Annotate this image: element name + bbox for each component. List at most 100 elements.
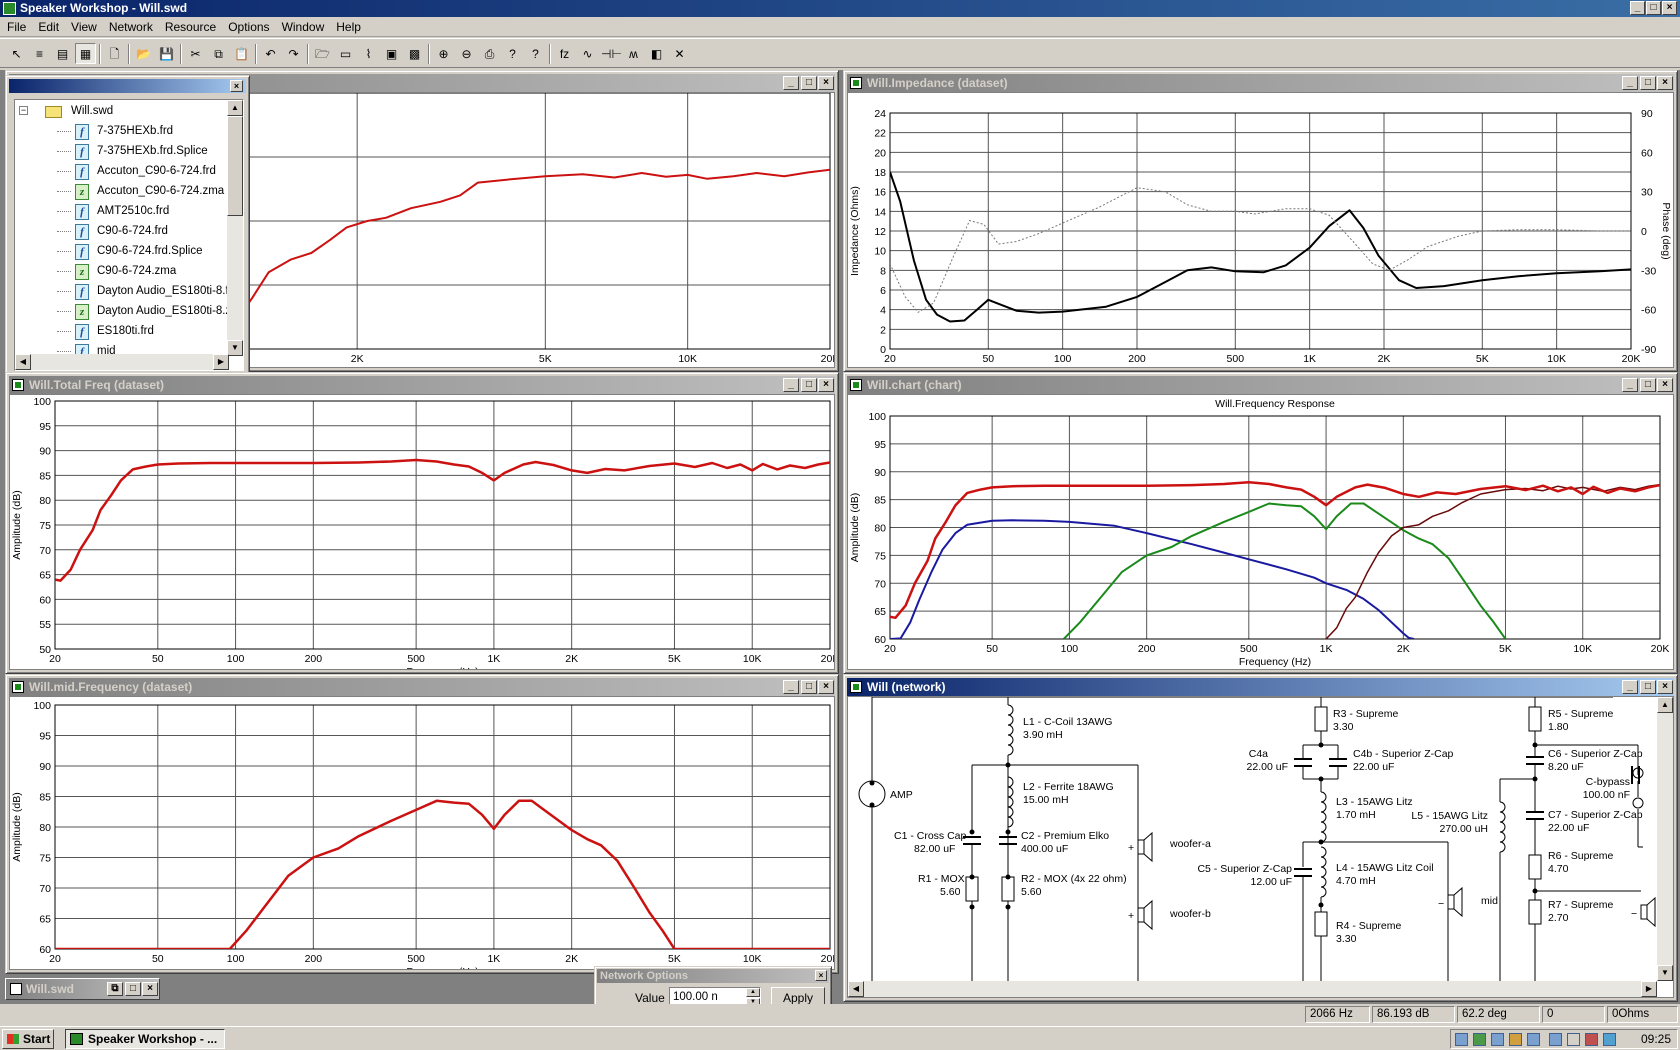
chart-icon[interactable]: ▭	[339, 47, 352, 61]
list-view-icon[interactable]: ≡	[35, 47, 43, 61]
graph-icon[interactable]: ⌇	[365, 47, 372, 61]
menu-options[interactable]: Options	[228, 20, 270, 34]
window-minimize-button[interactable]: _	[783, 378, 799, 392]
save-icon[interactable]: 💾	[159, 47, 174, 61]
speaker-icon[interactable]: ◧	[650, 47, 663, 61]
new-file-icon[interactable]: 🗋	[109, 47, 120, 61]
tray-display-icon[interactable]	[1549, 1033, 1562, 1046]
window-maximize-button[interactable]: □	[801, 76, 817, 90]
scroll-right-arrow-icon[interactable]: ▶	[1641, 981, 1657, 997]
taskbar-app-button[interactable]: Speaker Workshop - ...	[65, 1029, 225, 1049]
driver-icon[interactable]: ▩	[408, 47, 421, 61]
window-close-button[interactable]: ×	[818, 76, 834, 90]
network-horizontal-scrollbar[interactable]: ◀ ▶	[848, 981, 1657, 997]
tree-horizontal-scrollbar[interactable]: ◀ ▶	[15, 354, 229, 370]
cut-icon[interactable]: ✂	[190, 47, 201, 61]
collapse-toggle-icon[interactable]: −	[19, 105, 28, 115]
window-title-bar[interactable]: Will.Total Freq (dataset) _ □ ×	[9, 376, 835, 394]
window-close-button[interactable]: ×	[818, 378, 834, 392]
open-folder-icon[interactable]: 📂	[136, 47, 151, 61]
help-icon[interactable]: ?	[509, 47, 516, 61]
window-title-bar[interactable]: Will.Impedance (dataset) _ □ ×	[847, 74, 1674, 92]
window-close-button[interactable]: ×	[818, 680, 834, 694]
window-minimize-button[interactable]: _	[783, 680, 799, 694]
tree-title-bar[interactable]: ×	[9, 79, 246, 93]
menu-view[interactable]: View	[71, 20, 97, 34]
mid-frequency-plot[interactable]: 20 50 100 200 500 1K 2K 5K 10K 20K 60 65 70 75 80 85 90 9…	[9, 696, 835, 970]
tray-monitor-icon[interactable]	[1491, 1033, 1504, 1046]
scroll-up-arrow-icon[interactable]: ▲	[1657, 697, 1673, 713]
open-dataset-icon[interactable]: 🗁	[315, 47, 330, 61]
network-canvas[interactable]: AMP L1 - C-Coil 13AWG 3.90 mH L2 - Ferrite …	[847, 696, 1674, 998]
total-freq-window[interactable]: Will.Total Freq (dataset) _ □ × 20 50 100 2…	[5, 372, 839, 674]
mid-frequency-window[interactable]: Will.mid.Frequency (dataset) _ □ × 20 50 1…	[5, 674, 839, 974]
tray-app-icon[interactable]	[1473, 1033, 1486, 1046]
scroll-down-arrow-icon[interactable]: ▼	[227, 340, 243, 356]
project-tree-window[interactable]: × − Will.swd f 7-375HEXb.frd f 7-375HEXb.fr…	[5, 75, 250, 377]
project-tree[interactable]: − Will.swd f 7-375HEXb.frd f 7-375HEXb.frd.…	[14, 99, 244, 371]
window-minimize-button[interactable]: _	[1622, 76, 1638, 90]
zoom-in-icon[interactable]: ⊕	[438, 47, 449, 61]
window-minimize-button[interactable]: _	[1622, 680, 1638, 694]
window-maximize-button[interactable]: □	[1640, 680, 1656, 694]
minimized-window[interactable]: Will.swd ⧉ □ ×	[5, 978, 160, 1000]
menu-network[interactable]: Network	[108, 20, 153, 34]
tray-alert-icon[interactable]	[1585, 1033, 1598, 1046]
menu-file[interactable]: File	[7, 20, 27, 34]
scroll-thumb[interactable]	[227, 116, 243, 216]
capacitor-icon[interactable]: ⊣⊢	[601, 47, 622, 61]
pointer-icon[interactable]: ↖	[11, 47, 22, 61]
window-restore-button[interactable]: ⧉	[107, 982, 123, 996]
tray-update-icon[interactable]	[1603, 1033, 1616, 1046]
impedance-window[interactable]: Will.Impedance (dataset) _ □ × 20 50 100 20…	[843, 70, 1678, 372]
tree-close-button[interactable]: ×	[230, 80, 243, 92]
scroll-down-arrow-icon[interactable]: ▼	[1657, 965, 1673, 981]
tray-volume-icon[interactable]	[1567, 1033, 1580, 1046]
menu-edit[interactable]: Edit	[38, 20, 60, 34]
close-button[interactable]: ×	[1662, 1, 1677, 15]
function-icon[interactable]: fz	[559, 47, 570, 61]
spin-up-icon[interactable]: ▲	[746, 988, 760, 997]
undo-icon[interactable]: ↶	[265, 47, 276, 61]
scroll-up-arrow-icon[interactable]: ▲	[227, 100, 243, 116]
restore-button[interactable]: □	[1646, 1, 1661, 15]
tray-connection-icon[interactable]	[1527, 1033, 1540, 1046]
window-title-bar[interactable]: Will (network) _ □ ×	[847, 678, 1674, 696]
paste-icon[interactable]: 📋	[234, 47, 249, 61]
print-icon[interactable]: ⎙	[484, 47, 495, 61]
network-options-title-bar[interactable]: Network Options ×	[597, 969, 829, 983]
window-title-bar[interactable]: Will.mid.Frequency (dataset) _ □ ×	[9, 678, 835, 696]
window-title-bar[interactable]: Will.chart (chart) _ □ ×	[847, 376, 1674, 394]
resistor-icon[interactable]: ∿	[582, 47, 593, 61]
zoom-out-icon[interactable]: ⊖	[461, 47, 472, 61]
network-window[interactable]: Will (network) _ □ × AMP L1 - C-Coil 13AW…	[843, 674, 1678, 1002]
window-close-button[interactable]: ×	[1657, 680, 1673, 694]
copy-icon[interactable]: ⧉	[214, 47, 223, 61]
scroll-left-arrow-icon[interactable]: ◀	[15, 354, 31, 370]
frequency-response-plot[interactable]: 20 50 100 200 500 1K 2K 5K 10K 20K 60 65 70 75 80 85 90 9…	[847, 394, 1674, 670]
start-button[interactable]: Start	[2, 1029, 54, 1049]
tree-vertical-scrollbar[interactable]: ▲ ▼	[227, 100, 243, 356]
window-maximize-button[interactable]: □	[801, 680, 817, 694]
menu-help[interactable]: Help	[336, 20, 361, 34]
redo-icon[interactable]: ↷	[288, 47, 299, 61]
window-maximize-button[interactable]: □	[801, 378, 817, 392]
tray-network-icon[interactable]	[1455, 1033, 1468, 1046]
window-close-button[interactable]: ×	[1657, 76, 1673, 90]
menu-window[interactable]: Window	[281, 20, 325, 34]
window-minimize-button[interactable]: _	[783, 76, 799, 90]
network-icon[interactable]: ▣	[385, 47, 398, 61]
window-close-button[interactable]: ×	[142, 982, 158, 996]
network-options-close-button[interactable]: ×	[815, 970, 827, 981]
scroll-right-arrow-icon[interactable]: ▶	[213, 354, 229, 370]
inductor-icon[interactable]: ʍ	[629, 47, 638, 61]
scroll-left-arrow-icon[interactable]: ◀	[848, 981, 864, 997]
delete-icon[interactable]: ✕	[674, 47, 685, 61]
menu-resource[interactable]: Resource	[164, 20, 217, 34]
window-maximize-button[interactable]: □	[1640, 378, 1656, 392]
grid-view-icon[interactable]: ▦	[75, 43, 96, 64]
window-minimize-button[interactable]: _	[1622, 378, 1638, 392]
total-freq-plot[interactable]: 20501002005001K2K5K10K20K505560657075808…	[9, 394, 835, 670]
minimize-button[interactable]: _	[1630, 1, 1645, 15]
